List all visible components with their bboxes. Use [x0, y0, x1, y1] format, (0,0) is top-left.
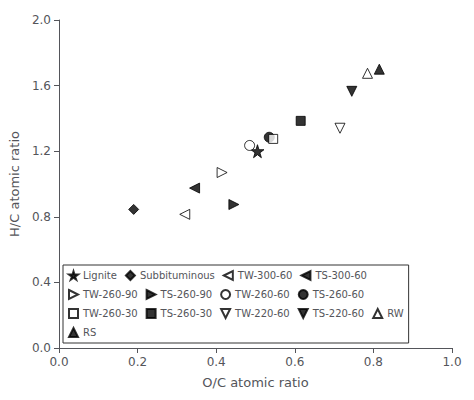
svg-text:0.8: 0.8 — [364, 355, 383, 369]
svg-text:Lignite: Lignite — [83, 270, 117, 281]
svg-text:TS-300-60: TS-300-60 — [314, 270, 366, 281]
svg-text:TS-260-30: TS-260-30 — [160, 308, 212, 319]
svg-text:Subbituminous: Subbituminous — [140, 270, 215, 281]
svg-text:RS: RS — [83, 327, 96, 338]
svg-text:0.4: 0.4 — [207, 355, 226, 369]
svg-text:TW-260-60: TW-260-60 — [234, 289, 290, 300]
svg-text:TW-260-90: TW-260-90 — [82, 289, 138, 300]
svg-text:0.2: 0.2 — [128, 355, 147, 369]
svg-text:RW: RW — [387, 308, 404, 319]
svg-text:TW-300-60: TW-300-60 — [237, 270, 293, 281]
svg-text:2.0: 2.0 — [32, 13, 51, 27]
svg-text:1.6: 1.6 — [32, 79, 51, 93]
svg-text:TW-220-60: TW-220-60 — [234, 308, 290, 319]
svg-text:TS-260-60: TS-260-60 — [312, 289, 364, 300]
svg-text:0.0: 0.0 — [32, 341, 51, 355]
svg-text:1.0: 1.0 — [442, 355, 461, 369]
svg-text:0.6: 0.6 — [285, 355, 304, 369]
svg-text:H/C atomic ratio: H/C atomic ratio — [7, 131, 22, 237]
svg-text:0.4: 0.4 — [32, 275, 51, 289]
svg-text:O/C atomic ratio: O/C atomic ratio — [202, 375, 308, 390]
svg-text:TS-220-60: TS-220-60 — [312, 308, 364, 319]
svg-text:0.8: 0.8 — [32, 210, 51, 224]
svg-text:1.2: 1.2 — [32, 144, 51, 158]
svg-text:TW-260-30: TW-260-30 — [82, 308, 138, 319]
svg-text:0.0: 0.0 — [49, 355, 68, 369]
svg-text:TS-260-90: TS-260-90 — [160, 289, 212, 300]
